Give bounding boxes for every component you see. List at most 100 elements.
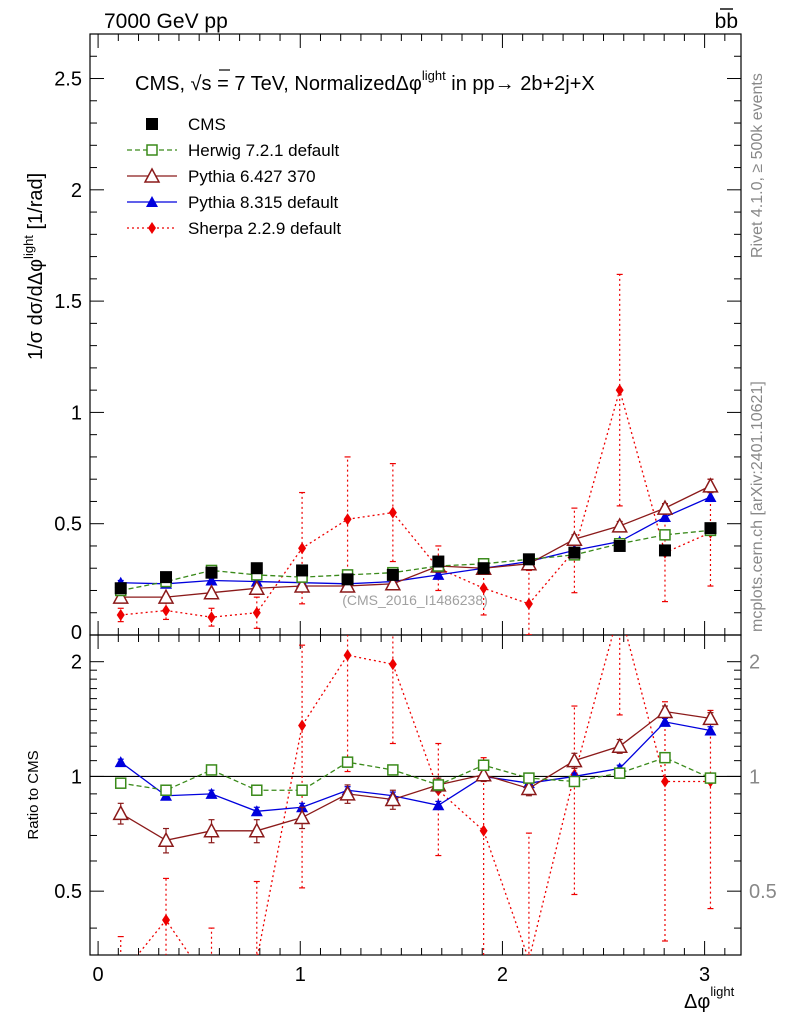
- main-axes: 0.5 1 1.5 2 2.5 0: [54, 34, 741, 644]
- legend: CMS Herwig 7.2.1 default Pythia 6.427 370 P…: [127, 115, 341, 238]
- legend-label-pythia-8-315-default: Pythia 8.315 default: [188, 193, 339, 212]
- ratio-ytick-label: 1: [71, 766, 82, 788]
- main-point-cms: [386, 568, 399, 581]
- main-point-pythia-8-315-default: [658, 511, 671, 523]
- ratio-point-pythia-6-427-370: [293, 808, 311, 825]
- legend-item-herwig-7-2-1-default: Herwig 7.2.1 default: [127, 141, 339, 160]
- ratio-point-pythia-8-315-default: [114, 756, 127, 768]
- ratio-point-sherpa-2-2-9-default: [660, 775, 669, 788]
- legend-marker-cms: [146, 118, 158, 130]
- ratio-point-pythia-6-427-370: [384, 790, 402, 807]
- main-point-sherpa-2-2-9-default: [162, 604, 171, 617]
- ratio-point-pythia-6-427-370: [475, 766, 492, 782]
- ratio-ytick-label-right: 1: [749, 766, 760, 788]
- ratio-line-pythia-6-427-370: [120, 710, 711, 841]
- ratio-point-pythia-6-427-370: [702, 709, 719, 726]
- ratio-point-herwig-7-2-1-default: [432, 779, 445, 791]
- ratio-ytick-label: 0.5: [54, 881, 82, 903]
- main-point-pythia-8-315-default: [432, 568, 445, 580]
- ratio-panel-frame: [89, 634, 742, 956]
- ratio-point-herwig-7-2-1-default: [659, 751, 671, 764]
- main-line-sherpa-2-2-9-default: [120, 387, 711, 618]
- ratio-point-sherpa-2-2-9-default: [298, 719, 307, 732]
- main-title-text: CMS, √s = 7 TeV, NormalizedΔφ: [135, 73, 422, 95]
- ratio-point-pythia-6-427-370: [112, 804, 129, 821]
- main-ylabel: 1/σ dσ/dΔφlight [1/rad]: [21, 173, 47, 360]
- main-title-sup: light: [422, 68, 446, 83]
- ratio-point-sherpa-2-2-9-default: [117, 970, 125, 982]
- x-axis-label-text: Δφ: [684, 991, 710, 1013]
- legend-marker-pythia-8-315-default: [146, 196, 158, 207]
- ratio-point-pythia-6-427-370: [520, 779, 538, 796]
- main-point-pythia-8-315-default: [205, 574, 218, 586]
- main-point-pythia-6-427-370: [702, 477, 719, 493]
- ratio-point-pythia-6-427-370: [248, 822, 266, 838]
- main-series-cms: [114, 522, 717, 595]
- main-point-cms: [341, 573, 354, 586]
- ratio-point-herwig-7-2-1-default: [387, 764, 399, 776]
- legend-item-pythia-6-427-370: Pythia 6.427 370: [127, 167, 316, 186]
- main-ytick-label: 1.5: [54, 291, 82, 313]
- legend-label-cms: CMS: [188, 115, 226, 134]
- legend-marker-herwig-7-2-1-default: [146, 144, 158, 156]
- main-ytick-label: 2: [71, 180, 82, 202]
- main-series-herwig-7-2-1-default: [114, 524, 717, 597]
- ratio-point-sherpa-2-2-9-default: [162, 914, 171, 927]
- watermark: (CMS_2016_I1486238): [342, 592, 488, 608]
- main-title-tail: in pp→ 2b+2j+X: [446, 73, 595, 95]
- main-point-cms: [477, 562, 490, 575]
- ratio-point-pythia-8-315-default: [658, 715, 671, 727]
- ratio-point-pythia-6-427-370: [157, 831, 175, 848]
- legend-label-pythia-6-427-370: Pythia 6.427 370: [188, 167, 316, 186]
- main-point-pythia-6-427-370: [248, 579, 266, 596]
- main-line-pythia-8-315-default: [120, 496, 711, 585]
- ratio-axes: 0.5 0.5 1 1 2 2 0 1 2 3: [54, 635, 777, 986]
- main-ylabel-text: 1/σ dσ/dΔφ: [25, 259, 47, 360]
- main-ytick-label: 0.5: [54, 514, 82, 536]
- ratio-line-herwig-7-2-1-default: [120, 756, 711, 791]
- main-line-herwig-7-2-1-default: [120, 529, 711, 592]
- ratio-ytick-label: 2: [71, 652, 82, 674]
- ratio-point-sherpa-2-2-9-default: [343, 649, 352, 662]
- main-point-sherpa-2-2-9-default: [343, 513, 352, 526]
- main-point-cms: [613, 539, 626, 552]
- main-point-pythia-6-427-370: [203, 584, 220, 600]
- legend-label-sherpa-2-2-9-default: Sherpa 2.2.9 default: [188, 219, 341, 238]
- main-point-sherpa-2-2-9-default: [388, 506, 397, 519]
- ratio-point-pythia-6-427-370: [339, 785, 356, 801]
- ratio-point-pythia-8-315-default: [432, 799, 445, 811]
- main-point-cms: [205, 566, 218, 579]
- legend-item-pythia-8-315-default: Pythia 8.315 default: [127, 193, 339, 212]
- main-point-pythia-6-427-370: [112, 588, 129, 604]
- legend-label-herwig-7-2-1-default: Herwig 7.2.1 default: [188, 141, 339, 160]
- main-point-cms: [250, 562, 263, 575]
- legend-item-sherpa-2-2-9-default: Sherpa 2.2.9 default: [127, 219, 341, 238]
- ratio-point-herwig-7-2-1-default: [477, 759, 490, 771]
- ratio-point-herwig-7-2-1-default: [205, 764, 218, 776]
- ratio-series-herwig-7-2-1-default: [114, 751, 717, 796]
- ratio-point-sherpa-2-2-9-default: [616, 603, 624, 615]
- header-right: bb: [715, 8, 738, 33]
- ratio-point-pythia-8-315-default: [250, 805, 263, 817]
- main-point-pythia-8-315-default: [704, 490, 717, 502]
- main-point-sherpa-2-2-9-default: [298, 542, 307, 555]
- main-series: [112, 273, 719, 635]
- ratio-ytick-label-right: 0.5: [749, 881, 777, 903]
- ratio-point-sherpa-2-2-9-default: [528, 953, 530, 955]
- ratio-ytick-label-right: 2: [749, 652, 760, 674]
- x-axis-label-sup: light: [710, 984, 734, 999]
- ratio-point-herwig-7-2-1-default: [251, 784, 263, 796]
- main-point-sherpa-2-2-9-default: [207, 611, 216, 624]
- ratio-point-herwig-7-2-1-default: [296, 784, 308, 796]
- mcplots-label: mcplots.cern.ch [arXiv:2401.10621]: [749, 381, 766, 632]
- ratio-point-herwig-7-2-1-default: [568, 775, 581, 788]
- main-point-cms: [568, 546, 581, 559]
- ratio-point-pythia-6-427-370: [611, 737, 628, 753]
- ratio-point-pythia-8-315-default: [205, 787, 218, 799]
- legend-marker-sherpa-2-2-9-default: [148, 222, 156, 234]
- main-ytick-label: 0: [71, 622, 82, 644]
- x-tick-label: 2: [497, 964, 508, 986]
- ratio-point-sherpa-2-2-9-default: [208, 981, 216, 993]
- legend-marker-pythia-6-427-370: [143, 167, 161, 183]
